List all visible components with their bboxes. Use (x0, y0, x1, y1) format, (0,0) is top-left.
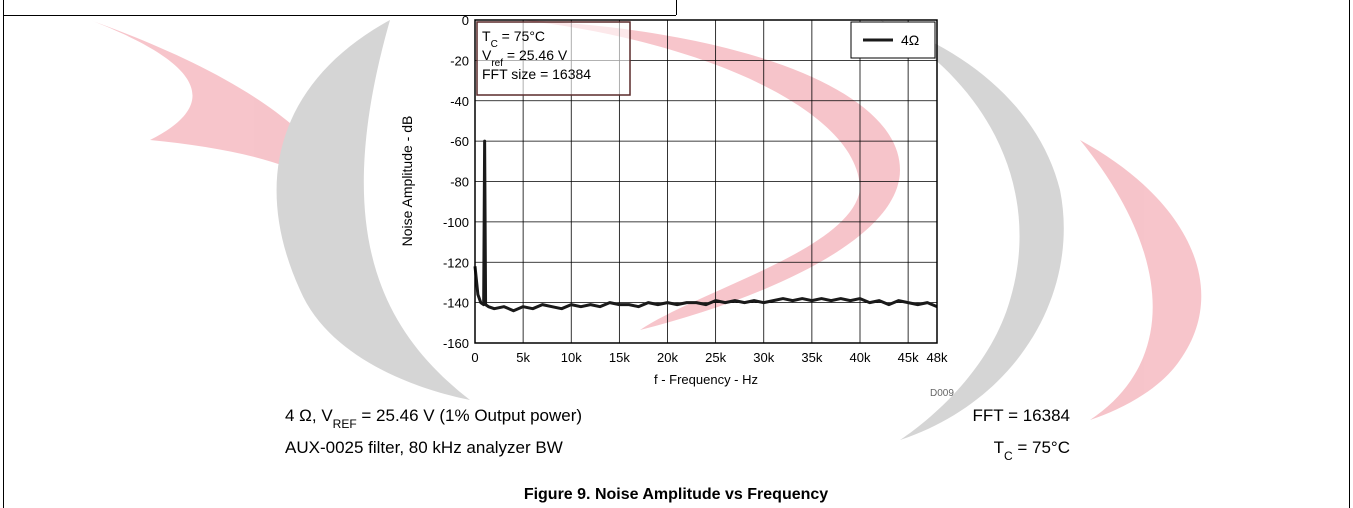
text-part: T (482, 28, 491, 44)
annotation-box (476, 21, 631, 96)
x-tick-label: 40k (850, 350, 871, 365)
text-part: FFT size = 16384 (482, 66, 591, 82)
x-tick-label: 35k (801, 350, 822, 365)
figure-caption: Figure 9. Noise Amplitude vs Frequency (524, 486, 828, 503)
text-part: V (482, 47, 492, 63)
condition-text: FFT = 16384 (973, 406, 1071, 425)
text-part: FFT = 16384 (973, 406, 1071, 425)
annotation-text: Vref = 25.46 V (482, 47, 568, 69)
condition-text: TC = 75°C (994, 438, 1070, 463)
x-tick-label: 0 (471, 350, 478, 365)
y-axis-label: Noise Amplitude - dB (399, 116, 415, 247)
y-tick-label: -60 (450, 134, 469, 149)
legend-label: 4Ω (901, 32, 919, 48)
text-part: T (994, 438, 1004, 457)
data-line (473, 139, 938, 313)
annotation-text: TC = 75°C (482, 28, 545, 50)
x-tick-label: 5k (516, 350, 530, 365)
y-tick-label: -80 (450, 175, 469, 190)
text-part: 4 Ω, V (285, 406, 333, 425)
x-tick-label: 15k (609, 350, 630, 365)
text-part: = 75°C (498, 28, 545, 44)
subscript: C (491, 39, 498, 50)
subscript: ref (491, 58, 503, 69)
watermark-swoosh (1080, 140, 1202, 420)
condition-text: AUX-0025 filter, 80 kHz analyzer BW (285, 438, 563, 457)
text-part: AUX-0025 filter, 80 kHz analyzer BW (285, 438, 563, 457)
x-tick-label: 30k (753, 350, 774, 365)
x-tick-label: 25k (705, 350, 726, 365)
y-tick-label: -40 (450, 94, 469, 109)
watermark-swoosh (276, 20, 470, 400)
y-tick-label: -20 (450, 53, 469, 68)
text-part: = 25.46 V (1% Output power) (357, 406, 582, 425)
frame (3, 0, 1350, 508)
x-tick-label: 48k (927, 350, 948, 365)
condition-text: 4 Ω, VREF = 25.46 V (1% Output power) (285, 406, 582, 431)
watermark-swoosh (520, 20, 900, 330)
y-tick-label: -160 (443, 336, 469, 351)
watermark-swoosh (90, 20, 360, 220)
plot-border (474, 19, 938, 344)
annotation-text: FFT size = 16384 (482, 66, 591, 82)
text-part: = 25.46 V (503, 47, 568, 63)
x-tick-label: 45k (898, 350, 919, 365)
watermark-swoosh (880, 20, 1064, 440)
y-tick-label: -120 (443, 255, 469, 270)
y-tick-label: 0 (462, 13, 469, 28)
y-tick-label: -100 (443, 215, 469, 230)
watermark (90, 20, 1202, 440)
subscript: C (1004, 449, 1013, 463)
figure-code: D009 (930, 388, 954, 399)
text-part: = 75°C (1013, 438, 1070, 457)
x-axis-label: f - Frequency - Hz (654, 372, 758, 387)
y-tick-label: -140 (443, 296, 469, 311)
subscript: REF (333, 417, 357, 431)
x-tick-label: 10k (561, 350, 582, 365)
x-tick-label: 20k (657, 350, 678, 365)
